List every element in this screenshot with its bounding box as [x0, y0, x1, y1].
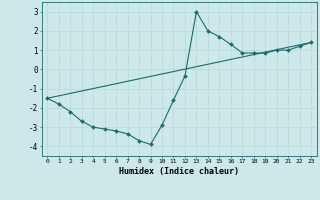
X-axis label: Humidex (Indice chaleur): Humidex (Indice chaleur): [119, 167, 239, 176]
